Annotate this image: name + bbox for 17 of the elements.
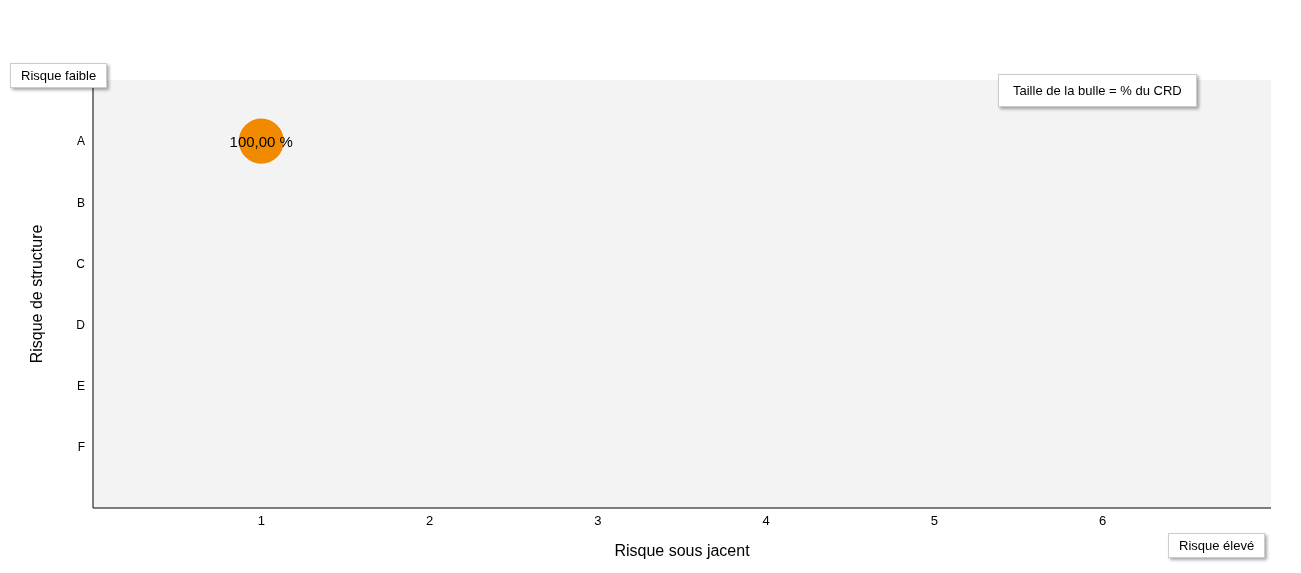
x-tick-label: 1 [257,513,265,529]
y-tick-label: A [76,134,85,149]
x-tick-label: 3 [594,513,602,529]
y-tick-label: F [77,440,85,455]
x-tick-label: 2 [425,513,434,529]
annotation: Taille de la bulle = % du CRD [998,74,1197,107]
x-tick-label: 4 [762,513,770,529]
y-tick-label: B [76,195,85,210]
y-tick-label: C [76,256,86,271]
x-tick-label: 6 [1099,513,1107,529]
annotation: Risque faible [10,63,108,88]
x-axis-title: Risque sous jacent [614,542,751,559]
y-tick-label: D [76,317,86,332]
y-tick-label: E [76,378,85,393]
text: Risque élevé [1168,533,1266,558]
y-axis-title: Risque de structure [27,224,45,364]
x-tick-label: 5 [930,513,939,529]
